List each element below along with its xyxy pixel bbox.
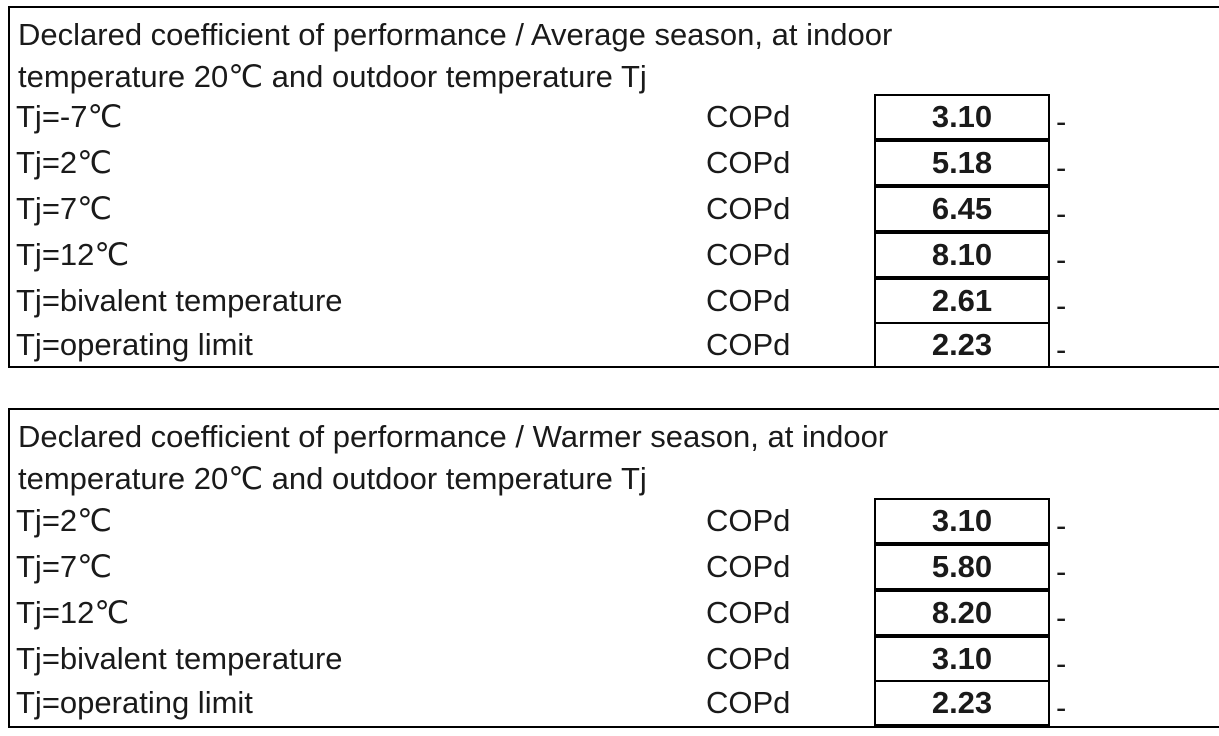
cop-table-average-season: Declared coefficient of performance / Av… bbox=[8, 6, 1219, 368]
row-suffix: - bbox=[1056, 196, 1067, 231]
row-unit: COPd bbox=[706, 641, 791, 676]
row-value: 2.23 bbox=[874, 322, 1050, 368]
row-label: Tj=operating limit bbox=[16, 685, 253, 720]
table-row: Tj=-7℃ COPd 3.10 - bbox=[10, 94, 1219, 140]
table-row: Tj=7℃ COPd 5.80 - bbox=[10, 544, 1219, 590]
table-row: Tj=2℃ COPd 3.10 - bbox=[10, 498, 1219, 544]
row-suffix: - bbox=[1056, 242, 1067, 277]
row-unit: COPd bbox=[706, 99, 791, 134]
row-suffix: - bbox=[1056, 554, 1067, 589]
row-unit: COPd bbox=[706, 327, 791, 362]
row-label: Tj=2℃ bbox=[16, 503, 112, 538]
table-row: Tj=7℃ COPd 6.45 - bbox=[10, 186, 1219, 232]
row-suffix: - bbox=[1056, 150, 1067, 185]
row-label: Tj=-7℃ bbox=[16, 99, 123, 134]
row-suffix: - bbox=[1056, 600, 1067, 635]
table-row: Tj=bivalent temperature COPd 2.61 - bbox=[10, 278, 1219, 324]
row-unit: COPd bbox=[706, 503, 791, 538]
table-row: Tj=12℃ COPd 8.10 - bbox=[10, 232, 1219, 278]
table-row: Tj=operating limit COPd 2.23 - bbox=[10, 680, 1219, 726]
row-value: 3.10 bbox=[874, 498, 1050, 544]
row-unit: COPd bbox=[706, 549, 791, 584]
row-value: 5.80 bbox=[874, 544, 1050, 590]
table-heading: Declared coefficient of performance / Av… bbox=[18, 17, 893, 94]
row-value: 6.45 bbox=[874, 186, 1050, 232]
row-value: 8.20 bbox=[874, 590, 1050, 636]
row-label: Tj=12℃ bbox=[16, 595, 130, 630]
row-unit: COPd bbox=[706, 237, 791, 272]
table-row: Tj=bivalent temperature COPd 3.10 - bbox=[10, 636, 1219, 682]
row-unit: COPd bbox=[706, 685, 791, 720]
row-value: 3.10 bbox=[874, 94, 1050, 140]
row-value: 2.61 bbox=[874, 278, 1050, 324]
row-value: 8.10 bbox=[874, 232, 1050, 278]
row-value: 5.18 bbox=[874, 140, 1050, 186]
row-suffix: - bbox=[1056, 646, 1067, 681]
row-label: Tj=bivalent temperature bbox=[16, 283, 343, 318]
table-heading: Declared coefficient of performance / Wa… bbox=[18, 419, 889, 496]
row-label: Tj=12℃ bbox=[16, 237, 130, 272]
table-row: Tj=2℃ COPd 5.18 - bbox=[10, 140, 1219, 186]
row-label: Tj=bivalent temperature bbox=[16, 641, 343, 676]
row-suffix: - bbox=[1056, 332, 1067, 367]
row-label: Tj=7℃ bbox=[16, 191, 112, 226]
row-value: 2.23 bbox=[874, 680, 1050, 726]
row-label: Tj=2℃ bbox=[16, 145, 112, 180]
row-unit: COPd bbox=[706, 595, 791, 630]
table-row: Tj=12℃ COPd 8.20 - bbox=[10, 590, 1219, 636]
table-row: Tj=operating limit COPd 2.23 - bbox=[10, 322, 1219, 368]
row-suffix: - bbox=[1056, 508, 1067, 543]
row-suffix: - bbox=[1056, 104, 1067, 139]
row-suffix: - bbox=[1056, 288, 1067, 323]
row-unit: COPd bbox=[706, 283, 791, 318]
row-suffix: - bbox=[1056, 690, 1067, 725]
row-label: Tj=operating limit bbox=[16, 327, 253, 362]
row-unit: COPd bbox=[706, 191, 791, 226]
row-label: Tj=7℃ bbox=[16, 549, 112, 584]
row-unit: COPd bbox=[706, 145, 791, 180]
row-value: 3.10 bbox=[874, 636, 1050, 682]
cop-table-warmer-season: Declared coefficient of performance / Wa… bbox=[8, 408, 1219, 728]
